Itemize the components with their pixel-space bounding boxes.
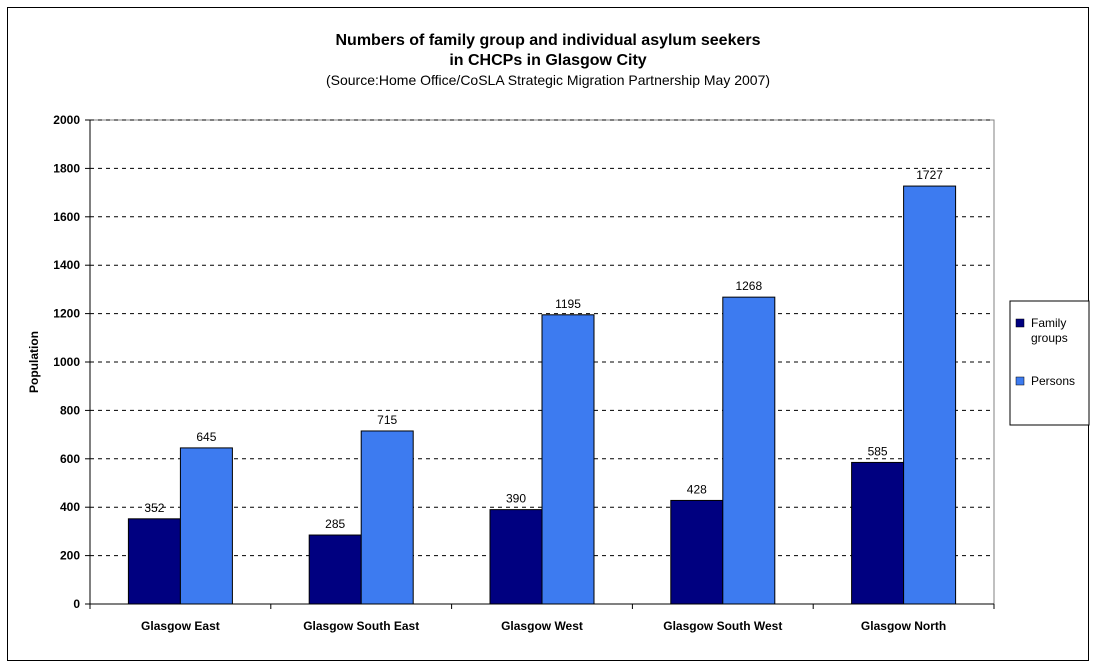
legend-label-persons: Persons xyxy=(1031,374,1075,388)
bar-persons xyxy=(722,296,776,605)
y-tick-label: 400 xyxy=(60,500,80,514)
y-tick-label: 1000 xyxy=(53,355,80,369)
axes xyxy=(85,119,995,609)
y-tick-labels: 0 200 400 600 800 1000 1200 1400 1600 1800 2000 xyxy=(53,113,80,611)
data-label: 585 xyxy=(868,444,888,458)
x-category-label: Glasgow North xyxy=(861,619,946,633)
legend-label-family-groups-line-2: groups xyxy=(1031,331,1068,345)
data-label: 352 xyxy=(144,501,164,515)
y-axis-label: Population xyxy=(27,331,41,393)
bar-family-groups xyxy=(127,518,181,605)
bar-family-groups xyxy=(489,509,543,605)
x-category-labels: Glasgow East Glasgow South East Glasgow We… xyxy=(141,619,946,633)
bar-persons xyxy=(903,185,957,605)
bar-persons xyxy=(541,314,595,605)
bar-family-groups xyxy=(670,499,724,605)
legend-label-family-groups-line-1: Family xyxy=(1031,316,1066,330)
chart-subtitle: (Source:Home Office/CoSLA Strategic Migr… xyxy=(326,72,770,88)
y-tick-label: 1200 xyxy=(53,307,80,321)
x-category-label: Glasgow South West xyxy=(663,619,782,633)
legend: Family groups Persons xyxy=(1009,300,1090,426)
data-label: 1195 xyxy=(555,297,581,311)
data-label: 1268 xyxy=(735,279,762,293)
y-tick-label: 800 xyxy=(60,403,80,417)
x-category-label: Glasgow South East xyxy=(303,619,419,633)
chart-title-line-1: Numbers of family group and individual a… xyxy=(335,32,760,49)
bars xyxy=(127,185,957,605)
data-labels: 352 645 285 715 390 1195 428 1268 585 1727 xyxy=(144,168,943,531)
bar-persons xyxy=(360,430,414,605)
x-category-label: Glasgow West xyxy=(501,619,583,633)
legend-swatch-persons xyxy=(1015,376,1025,386)
data-label: 645 xyxy=(196,430,216,444)
y-tick-label: 600 xyxy=(60,452,80,466)
y-tick-label: 2000 xyxy=(53,113,80,127)
y-tick-label: 1400 xyxy=(53,258,80,272)
y-tick-label: 1600 xyxy=(53,210,80,224)
data-label: 428 xyxy=(687,482,707,496)
data-label: 285 xyxy=(325,517,345,531)
data-label: 390 xyxy=(506,492,526,506)
data-label: 1727 xyxy=(916,168,943,182)
bar-family-groups xyxy=(851,461,905,605)
y-tick-label: 200 xyxy=(60,549,80,563)
y-tick-label: 1800 xyxy=(53,161,80,175)
x-category-label: Glasgow East xyxy=(141,619,220,633)
bar-family-groups xyxy=(308,534,362,605)
bar-persons xyxy=(179,447,233,605)
legend-swatch-family-groups xyxy=(1015,318,1025,328)
y-tick-label: 0 xyxy=(73,597,80,611)
data-label: 715 xyxy=(377,413,397,427)
chart-title-line-2: in CHCPs in Glasgow City xyxy=(449,52,646,69)
